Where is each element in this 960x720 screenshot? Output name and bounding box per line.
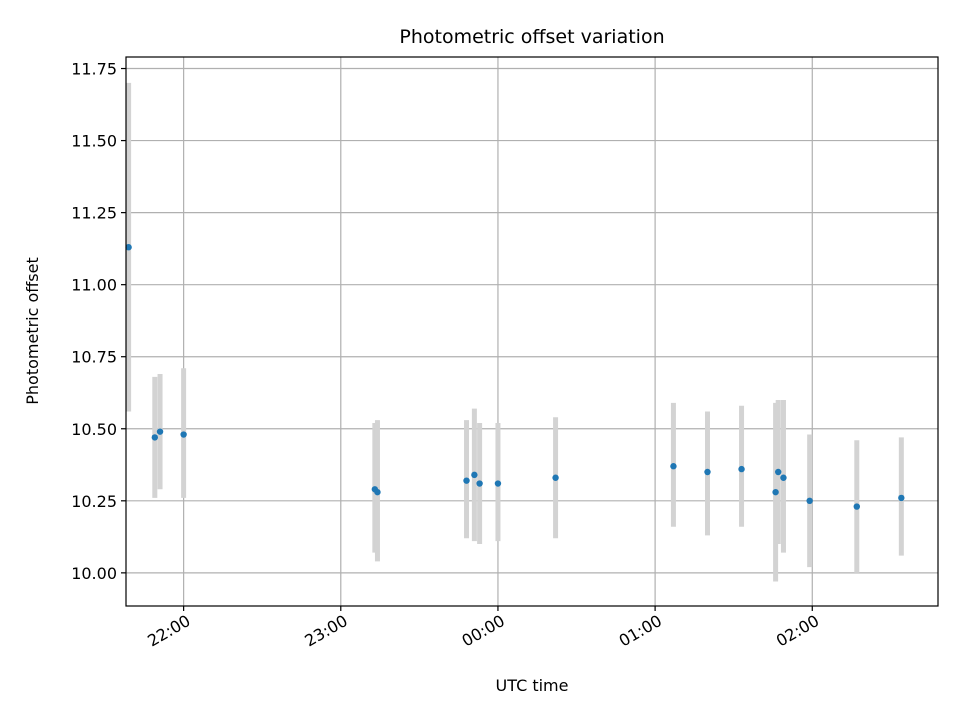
data-points xyxy=(125,244,905,510)
data-point xyxy=(476,480,483,487)
data-point xyxy=(125,244,132,251)
y-tick-label: 10.75 xyxy=(71,348,117,367)
data-point xyxy=(898,494,905,502)
y-tick-label: 11.50 xyxy=(71,132,117,151)
data-point xyxy=(156,428,164,435)
y-tick-label: 10.25 xyxy=(71,492,117,511)
x-axis-label: UTC time xyxy=(496,676,569,695)
plot-area xyxy=(126,57,938,606)
y-axis-ticks: 10.00 10.25 10.50 10.75 11.00 11.25 11.50 11.75 xyxy=(71,60,126,583)
y-tick-label: 11.75 xyxy=(71,60,117,79)
data-point xyxy=(704,468,711,476)
data-point xyxy=(780,474,787,481)
data-point xyxy=(552,474,559,481)
chart-title: Photometric offset variation xyxy=(399,26,664,48)
plot-frame xyxy=(125,56,939,607)
data-point xyxy=(374,488,381,496)
data-point xyxy=(471,471,478,479)
data-point xyxy=(670,463,677,470)
data-point xyxy=(738,465,745,473)
data-point xyxy=(463,477,470,484)
data-point xyxy=(772,488,779,496)
data-point xyxy=(494,480,502,487)
y-axis-label: Photometric offset xyxy=(23,257,42,405)
y-tick-label: 11.25 xyxy=(71,204,117,223)
data-point xyxy=(775,468,782,476)
data-point xyxy=(853,503,860,510)
data-point xyxy=(151,434,159,441)
data-point xyxy=(180,431,187,438)
y-tick-label: 10.00 xyxy=(71,564,117,583)
y-tick-label: 10.50 xyxy=(71,420,117,439)
y-tick-label: 11.00 xyxy=(71,276,117,295)
data-point xyxy=(806,497,813,505)
